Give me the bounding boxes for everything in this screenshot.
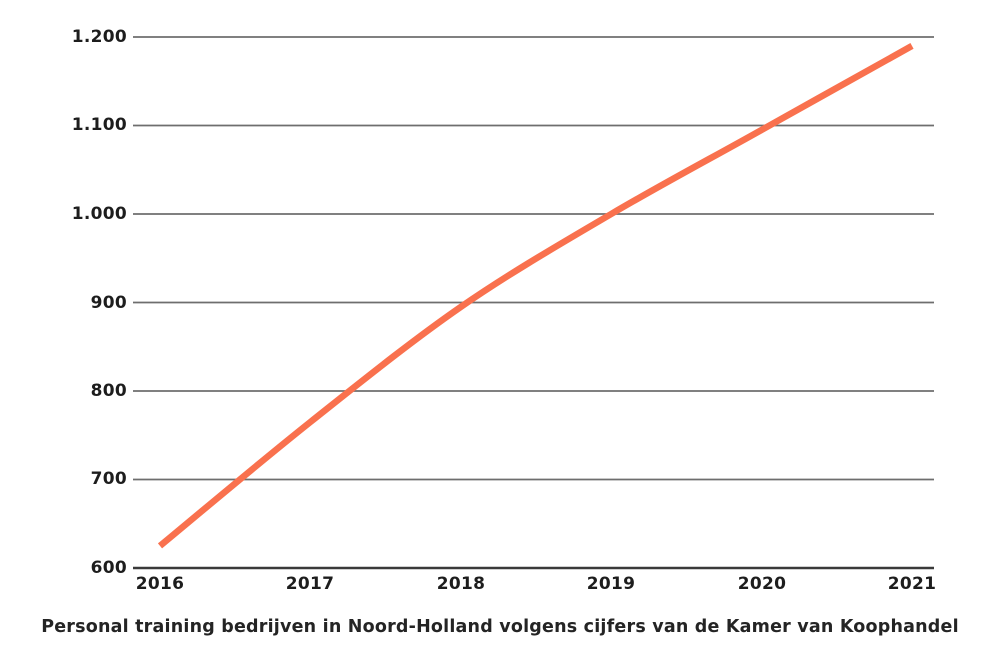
gridlines-group (133, 36, 934, 570)
y-tick-label-800: 800 (90, 381, 127, 401)
y-tick-label-1100: 1.100 (71, 115, 127, 135)
y-tick-label-1000: 1.000 (71, 204, 127, 224)
x-tick-label-2021: 2021 (887, 574, 937, 594)
y-tick-label-700: 700 (90, 469, 127, 489)
x-tick-label-2020: 2020 (737, 574, 787, 594)
y-tick-label-600: 600 (90, 558, 127, 578)
x-tick-label-2019: 2019 (586, 574, 636, 594)
x-tick-label-2017: 2017 (285, 574, 335, 594)
x-tick-label-2018: 2018 (436, 574, 486, 594)
y-tick-label-900: 900 (90, 293, 127, 313)
chart-caption: Personal training bedrijven in Noord-Hol… (41, 617, 959, 637)
y-tick-label-1200: 1.200 (71, 27, 127, 47)
data-line (157, 43, 914, 549)
x-tick-label-2016: 2016 (135, 574, 185, 594)
